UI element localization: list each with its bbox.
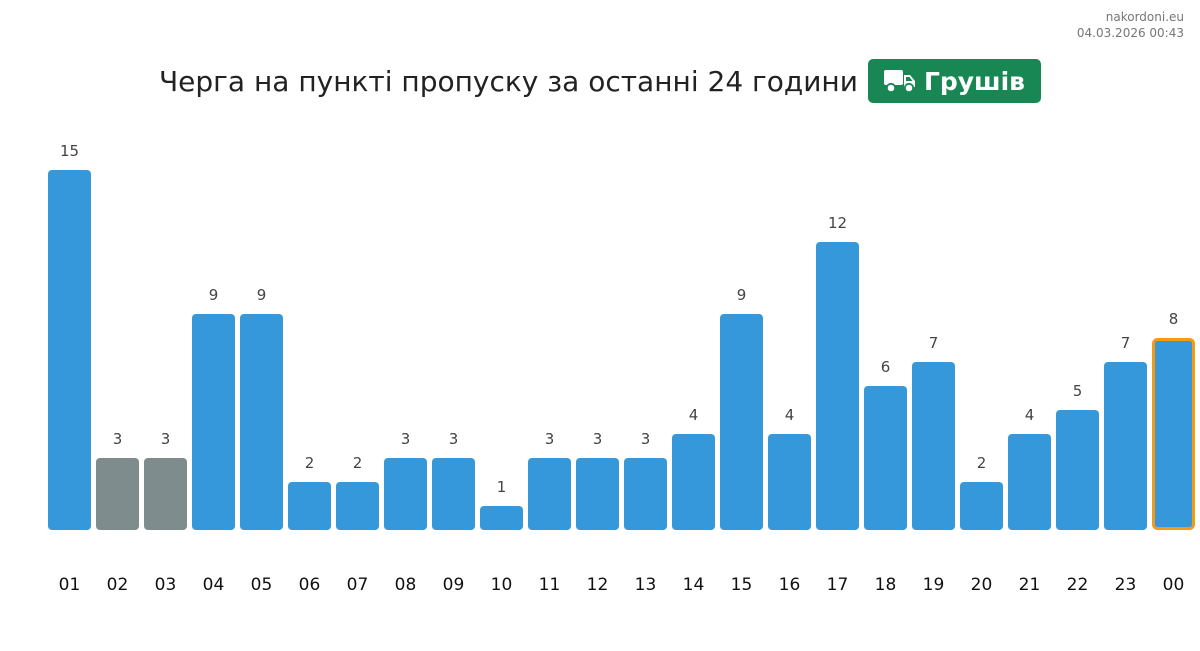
bar-22 bbox=[1056, 410, 1099, 530]
site-meta: nakordoni.eu 04.03.2026 00:43 bbox=[1077, 9, 1184, 41]
bar-value-label-05: 9 bbox=[257, 286, 267, 304]
bar-21 bbox=[1008, 434, 1051, 530]
x-tick-label-17: 17 bbox=[827, 575, 849, 595]
bar-value-label-17: 12 bbox=[828, 214, 847, 232]
x-tick-label-22: 22 bbox=[1067, 575, 1089, 595]
x-tick-label-08: 08 bbox=[395, 575, 417, 595]
bar-00 bbox=[1152, 338, 1195, 530]
bar-18 bbox=[864, 386, 907, 530]
bar-15 bbox=[720, 314, 763, 530]
x-tick-label-04: 04 bbox=[203, 575, 225, 595]
bar-value-label-14: 4 bbox=[689, 406, 699, 424]
x-tick-label-10: 10 bbox=[491, 575, 513, 595]
checkpoint-name: Грушів bbox=[923, 66, 1025, 96]
bar-08 bbox=[384, 458, 427, 530]
bar-11 bbox=[528, 458, 571, 530]
bar-value-label-01: 15 bbox=[60, 142, 79, 160]
bar-value-label-04: 9 bbox=[209, 286, 219, 304]
checkpoint-badge: Грушів bbox=[867, 59, 1041, 103]
bar-10 bbox=[480, 506, 523, 530]
bar-03 bbox=[144, 458, 187, 530]
chart-title: Черга на пункті пропуску за останні 24 г… bbox=[158, 64, 858, 98]
bar-value-label-06: 2 bbox=[305, 454, 315, 472]
x-tick-label-16: 16 bbox=[779, 575, 801, 595]
bar-value-label-13: 3 bbox=[641, 430, 651, 448]
x-tick-label-02: 02 bbox=[107, 575, 129, 595]
x-tick-label-20: 20 bbox=[971, 575, 993, 595]
bar-value-label-11: 3 bbox=[545, 430, 555, 448]
bar-06 bbox=[288, 482, 331, 530]
x-tick-label-19: 19 bbox=[923, 575, 945, 595]
bar-value-label-18: 6 bbox=[881, 358, 891, 376]
bar-value-label-16: 4 bbox=[785, 406, 795, 424]
bar-12 bbox=[576, 458, 619, 530]
bar-16 bbox=[768, 434, 811, 530]
x-tick-label-00: 00 bbox=[1163, 575, 1185, 595]
bar-value-label-20: 2 bbox=[977, 454, 987, 472]
chart-header: Черга на пункті пропуску за останні 24 г… bbox=[0, 58, 1200, 104]
x-tick-label-09: 09 bbox=[443, 575, 465, 595]
x-tick-label-12: 12 bbox=[587, 575, 609, 595]
x-tick-label-01: 01 bbox=[59, 575, 81, 595]
bar-05 bbox=[240, 314, 283, 530]
bar-13 bbox=[624, 458, 667, 530]
bar-value-label-00: 8 bbox=[1169, 310, 1179, 328]
bar-value-label-03: 3 bbox=[161, 430, 171, 448]
x-tick-label-15: 15 bbox=[731, 575, 753, 595]
bar-value-label-02: 3 bbox=[113, 430, 123, 448]
bar-value-label-08: 3 bbox=[401, 430, 411, 448]
bar-value-label-23: 7 bbox=[1121, 334, 1131, 352]
bar-value-label-22: 5 bbox=[1073, 382, 1083, 400]
bar-value-label-10: 1 bbox=[497, 478, 507, 496]
bar-value-label-21: 4 bbox=[1025, 406, 1035, 424]
bar-14 bbox=[672, 434, 715, 530]
bar-19 bbox=[912, 362, 955, 530]
bar-23 bbox=[1104, 362, 1147, 530]
x-tick-label-21: 21 bbox=[1019, 575, 1041, 595]
x-tick-label-13: 13 bbox=[635, 575, 657, 595]
bar-20 bbox=[960, 482, 1003, 530]
bar-value-label-09: 3 bbox=[449, 430, 459, 448]
bar-17 bbox=[816, 242, 859, 530]
bar-value-label-07: 2 bbox=[353, 454, 363, 472]
x-tick-label-05: 05 bbox=[251, 575, 273, 595]
x-tick-label-07: 07 bbox=[347, 575, 369, 595]
bar-04 bbox=[192, 314, 235, 530]
bar-09 bbox=[432, 458, 475, 530]
x-tick-label-03: 03 bbox=[155, 575, 177, 595]
bar-value-label-15: 9 bbox=[737, 286, 747, 304]
site-name: nakordoni.eu bbox=[1105, 10, 1184, 24]
x-tick-label-14: 14 bbox=[683, 575, 705, 595]
bar-02 bbox=[96, 458, 139, 530]
timestamp: 04.03.2026 00:43 bbox=[1076, 26, 1184, 40]
bar-07 bbox=[336, 482, 379, 530]
bar-value-label-12: 3 bbox=[593, 430, 603, 448]
x-tick-label-06: 06 bbox=[299, 575, 321, 595]
x-tick-label-18: 18 bbox=[875, 575, 897, 595]
truck-icon bbox=[883, 68, 916, 94]
x-tick-label-11: 11 bbox=[539, 575, 561, 595]
x-tick-label-23: 23 bbox=[1115, 575, 1137, 595]
bar-01 bbox=[48, 170, 91, 530]
bar-value-label-19: 7 bbox=[929, 334, 939, 352]
